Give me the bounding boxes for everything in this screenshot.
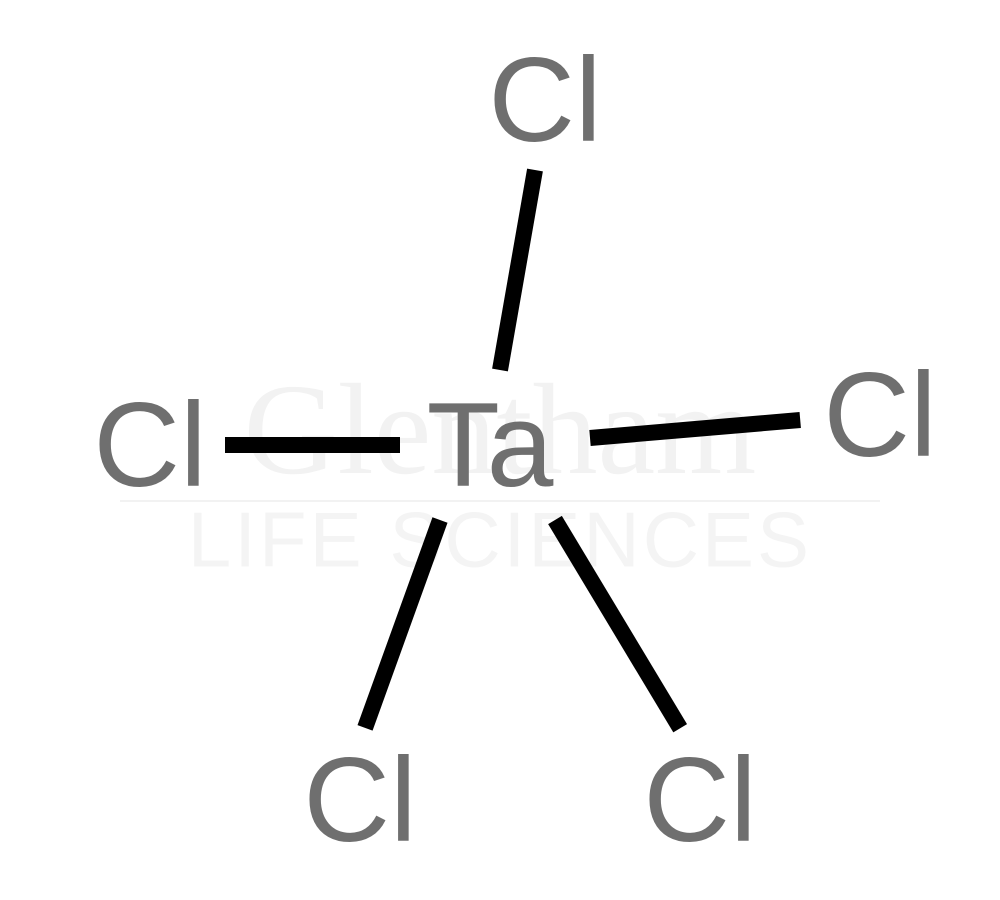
atom-cl1: Cl <box>488 31 601 169</box>
atom-cl3: Cl <box>643 731 756 869</box>
bond-1 <box>492 169 543 372</box>
atom-ta: Ta <box>427 376 554 514</box>
bond-5 <box>225 437 400 453</box>
atom-cl5: Cl <box>93 376 206 514</box>
atom-cl2: Cl <box>823 346 936 484</box>
molecule-diagram: Glentham LIFE SCIENCES TaClClClClCl <box>0 0 1000 900</box>
atom-cl4: Cl <box>303 731 416 869</box>
